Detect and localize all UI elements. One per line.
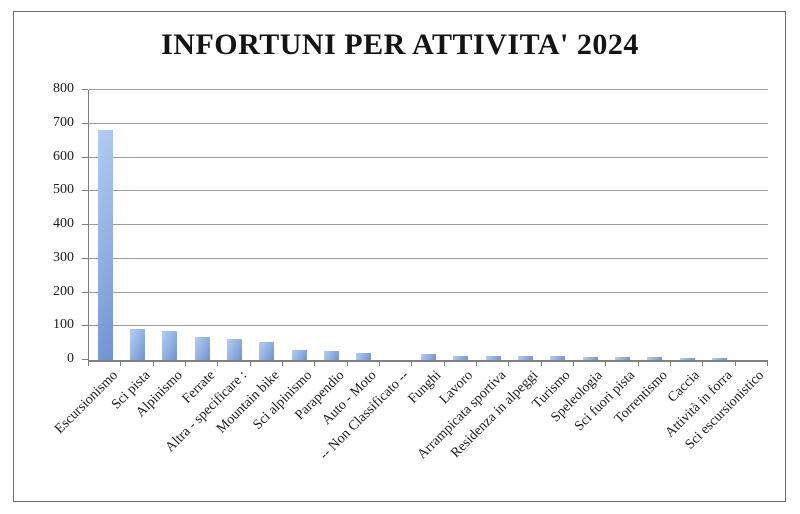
y-tick-label: 700 xyxy=(53,114,74,130)
bar xyxy=(453,355,469,360)
x-axis-tick xyxy=(411,362,412,366)
y-axis-tick xyxy=(82,224,88,225)
gridline-y400 xyxy=(89,224,768,225)
y-axis-tick xyxy=(82,291,88,293)
x-axis-tick xyxy=(379,362,380,366)
x-axis-tick xyxy=(508,362,509,366)
gridline-y200 xyxy=(89,291,768,293)
x-axis-tick xyxy=(250,362,251,366)
y-axis-tick xyxy=(82,156,88,158)
x-axis-tick xyxy=(735,362,736,366)
y-tick-label: 300 xyxy=(53,249,74,265)
x-axis-tick xyxy=(185,362,186,366)
x-axis-tick xyxy=(217,362,218,366)
bar xyxy=(194,337,210,360)
bar xyxy=(485,355,501,360)
plot-area xyxy=(88,89,768,362)
bar xyxy=(97,130,113,360)
bar xyxy=(550,355,566,360)
y-tick-label: 0 xyxy=(67,351,74,366)
x-axis-tick xyxy=(153,362,154,366)
x-axis-tick xyxy=(702,362,703,366)
y-tick-label: 800 xyxy=(53,81,74,96)
y-tick-label: 500 xyxy=(53,182,74,198)
x-axis-tick xyxy=(88,362,89,366)
x-axis-tick xyxy=(573,362,574,366)
bar xyxy=(679,357,695,360)
y-tick-label: 400 xyxy=(53,216,74,231)
gridline-y700 xyxy=(89,122,768,124)
x-axis-tick xyxy=(541,362,542,366)
x-axis-tick xyxy=(282,362,283,366)
y-axis-tick xyxy=(82,359,88,360)
x-axis-tick xyxy=(476,362,477,366)
bar xyxy=(582,356,598,360)
bar xyxy=(421,354,436,360)
y-tick-label: 600 xyxy=(53,148,74,164)
bar xyxy=(162,331,178,360)
y-tick-label: 200 xyxy=(53,283,74,299)
x-axis-tick xyxy=(314,362,315,366)
chart-border-frame xyxy=(13,11,786,502)
gridline-y100 xyxy=(89,325,768,327)
gridline-y500 xyxy=(89,190,768,192)
gridline-y800 xyxy=(89,89,768,90)
y-axis-tick xyxy=(82,190,88,192)
bar xyxy=(259,342,275,360)
bar xyxy=(291,349,307,360)
y-axis-tick xyxy=(82,89,88,90)
bar xyxy=(518,355,533,360)
x-axis-tick xyxy=(767,362,768,366)
y-axis-tick xyxy=(82,257,88,259)
x-axis-tick xyxy=(347,362,348,366)
bar xyxy=(324,350,339,360)
chart-title: INFORTUNI PER ATTIVITA' 2024 xyxy=(161,28,639,61)
y-axis-tick xyxy=(82,122,88,124)
gridline-y600 xyxy=(89,156,768,158)
bar xyxy=(615,356,630,360)
x-axis-tick xyxy=(120,362,121,366)
bar xyxy=(130,329,145,360)
gridline-y300 xyxy=(89,257,768,259)
x-axis-tick xyxy=(638,362,639,366)
x-axis-tick xyxy=(444,362,445,366)
bar xyxy=(227,339,242,360)
x-axis-tick xyxy=(670,362,671,366)
bar xyxy=(647,357,663,360)
x-axis-tick xyxy=(605,362,606,366)
bar xyxy=(356,353,372,360)
y-axis-tick xyxy=(82,325,88,327)
y-tick-label: 100 xyxy=(53,317,74,333)
bar xyxy=(712,358,727,360)
